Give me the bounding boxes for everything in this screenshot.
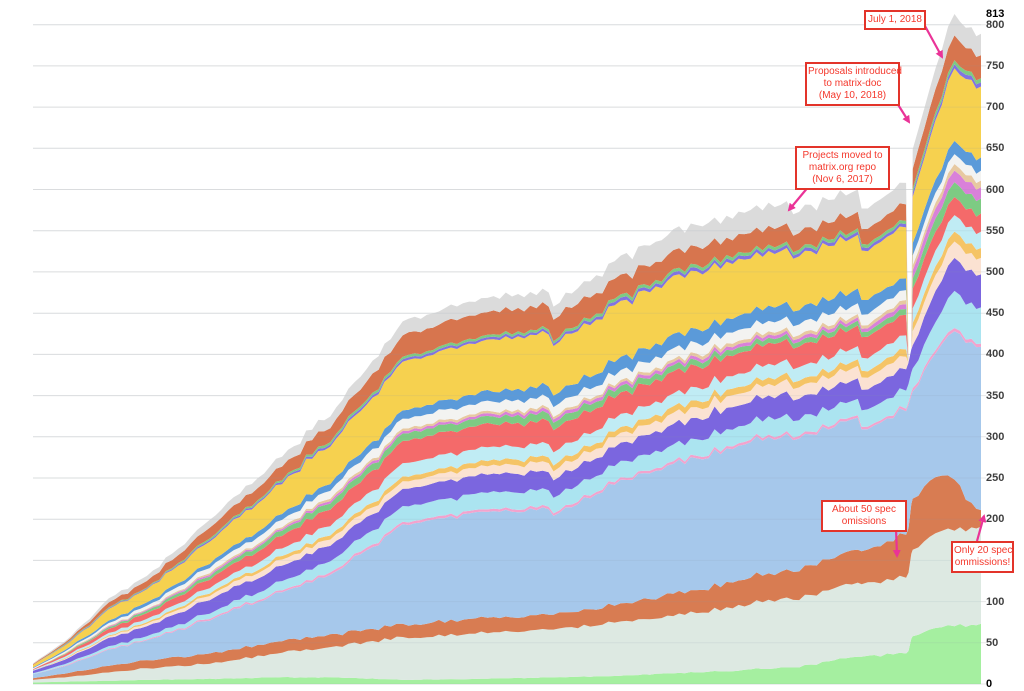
series-area-golden-yellow: [33, 68, 981, 668]
series-areas: [33, 14, 981, 684]
series-area-pale-green-grey: [33, 526, 981, 683]
series-area-salmon-red: [33, 197, 981, 670]
series-area-medium-blue: [33, 140, 981, 669]
annotation-arrow-july-1-2018: [924, 25, 943, 59]
series-area-off-white: [33, 154, 981, 670]
annotation-arrow-only-20-spec-omissions: [975, 514, 987, 542]
annotation-arrow-projects-moved: [787, 185, 810, 212]
series-area-light-steel-blue: [33, 331, 981, 679]
annotation-arrow-about-50-spec-omissions: [892, 527, 901, 558]
series-area-light-green: [33, 623, 981, 684]
series-area-pale-cyan: [33, 215, 981, 671]
annotation-arrow-proposals-matrix-doc: [896, 102, 911, 124]
gridline-overlay: [33, 24, 981, 685]
annotation-arrows: [787, 25, 987, 558]
series-area-terracotta-band: [33, 475, 981, 680]
